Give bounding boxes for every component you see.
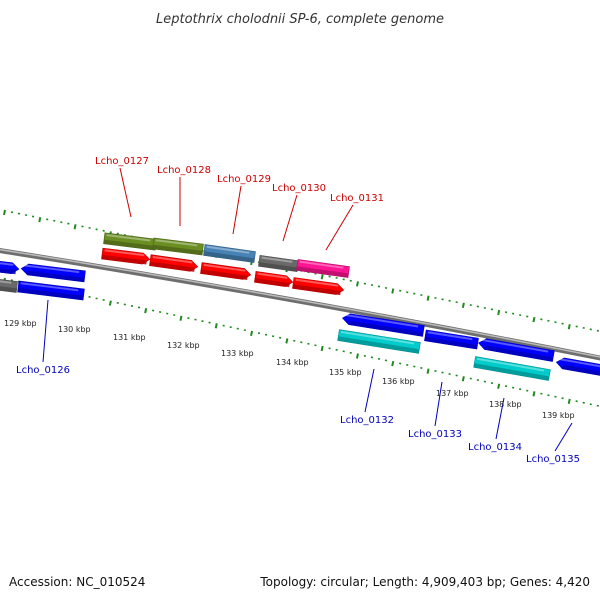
inner-ring-major-tick [426, 368, 430, 374]
gene-label: Lcho_0129 [217, 174, 271, 185]
outer-ring-major-tick [73, 224, 77, 230]
backbone-highlight [0, 248, 600, 358]
outer-ring-major-tick [320, 274, 324, 280]
gene-red-4 [254, 271, 294, 288]
gene-blue-1 [20, 263, 86, 283]
gene-lcho-0127 [103, 232, 157, 251]
position-label: 129 kbp [4, 319, 37, 328]
gene-red-3 [200, 262, 252, 281]
inner-ring-major-tick [250, 330, 254, 337]
inner-ring-major-tick [320, 345, 324, 352]
gene-label: Lcho_0130 [272, 183, 326, 194]
gene-label: Lcho_0133 [408, 429, 462, 440]
position-label: 134 kbp [276, 358, 309, 367]
map-title: Leptothrix cholodnii SP-6, complete geno… [156, 12, 444, 27]
gene-label: Lcho_0128 [157, 165, 211, 176]
outer-ring-major-tick [461, 302, 465, 308]
gene-features [0, 232, 600, 381]
position-label: 132 kbp [167, 341, 200, 350]
leader-line [364, 368, 375, 413]
backbone-line [0, 248, 600, 361]
gene-lcho-0128 [152, 237, 204, 256]
gene-red-1 [101, 247, 151, 265]
position-label: 137 kbp [436, 389, 469, 398]
leader-line [554, 422, 573, 452]
gene-blue-5 [555, 357, 600, 377]
position-label: 133 kbp [221, 349, 254, 358]
inner-ring-major-tick [179, 315, 183, 321]
inner-ring-major-tick [391, 360, 395, 367]
gene-label: Lcho_0132 [340, 415, 394, 426]
inner-ring-major-tick [285, 338, 289, 344]
inner-ring-major-tick [532, 391, 536, 397]
leader-line [232, 185, 242, 235]
leader-line [119, 167, 132, 218]
gene-label: Lcho_0134 [468, 442, 522, 453]
gene-lcho-0132 [337, 329, 421, 354]
gene-red-2 [149, 254, 199, 272]
outer-ring-major-tick [426, 295, 430, 301]
inner-tick-ring [2, 277, 599, 407]
gene-blue-2 [342, 313, 425, 337]
gene-lcho-0129 [203, 244, 256, 263]
inner-ring-major-tick [461, 376, 465, 382]
outer-ring-major-tick [356, 281, 359, 287]
leader-line [495, 397, 505, 440]
leader-line [434, 381, 443, 427]
genome-summary-text: Topology: circular; Length: 4,909,403 bp… [259, 575, 590, 589]
position-label: 138 kbp [489, 400, 522, 409]
outer-ring-major-tick [3, 209, 6, 216]
inner-ring-major-tick [214, 323, 218, 329]
outer-ring-major-tick [497, 309, 501, 316]
outer-ring-major-tick [532, 316, 536, 323]
leader-line [42, 299, 49, 363]
position-label: 135 kbp [329, 368, 362, 377]
inner-ring-major-tick [355, 353, 359, 359]
gene-blue-4 [478, 338, 555, 362]
position-label: 130 kbp [58, 325, 91, 334]
position-label: 139 kbp [542, 411, 575, 420]
inner-ring-major-tick [108, 300, 112, 306]
gene-label: Lcho_0131 [330, 193, 384, 204]
gene-blue-edge [0, 260, 20, 275]
position-labels: 129 kbp 130 kbp 131 kbp 132 kbp 133 kbp 134 k… [4, 319, 575, 420]
gene-lcho-0134 [473, 356, 551, 381]
gene-lcho-0130 [258, 255, 299, 272]
genome-backbone [0, 248, 600, 361]
inner-ring-major-tick [567, 398, 571, 405]
label-leaders [42, 167, 573, 452]
leader-line [325, 204, 354, 251]
outer-ring-major-tick [38, 216, 42, 223]
gene-lcho-0126 [17, 280, 85, 301]
gene-label: Lcho_0135 [526, 454, 580, 465]
outer-ring-major-tick [391, 288, 395, 294]
gene-label: Lcho_0126 [16, 365, 70, 376]
outer-ring-major-tick [567, 324, 571, 330]
inner-ring-major-tick [497, 383, 501, 389]
inner-ring-major-tick [144, 308, 148, 314]
accession-text: Accession: NC_010524 [9, 575, 145, 589]
gene-red-5 [292, 277, 345, 296]
position-label: 131 kbp [113, 333, 146, 342]
leader-line [282, 194, 298, 242]
gene-lcho-0131 [296, 259, 350, 278]
gene-blue-3 [424, 329, 479, 350]
gene-label: Lcho_0127 [95, 156, 149, 167]
position-label: 136 kbp [382, 377, 415, 386]
gene-gray-edge [0, 278, 18, 293]
